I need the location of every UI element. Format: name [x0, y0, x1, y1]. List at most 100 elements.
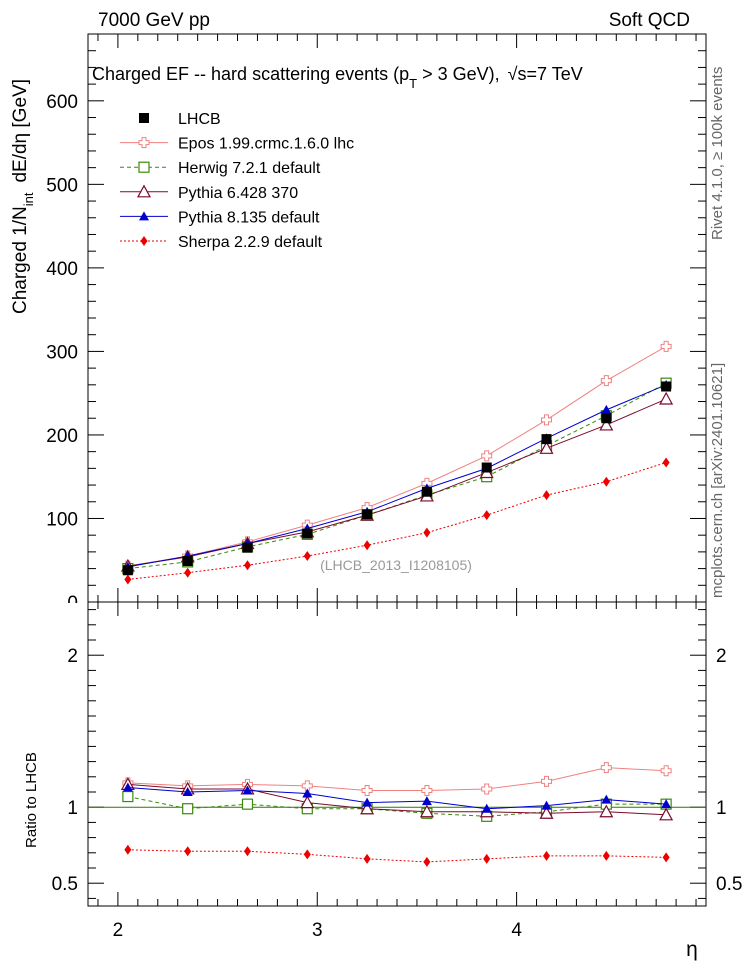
header-left: 7000 GeV pp [98, 10, 210, 31]
marker-triangle-open [659, 807, 674, 821]
side-label-top: Rivet 4.1.0, ≥ 100k events [709, 67, 726, 240]
marker-diamond [303, 551, 311, 562]
marker-diamond [602, 850, 610, 861]
marker-triangle [242, 785, 253, 795]
marker-triangle-open [539, 441, 554, 454]
series-line [127, 384, 667, 568]
marker-square-open [138, 161, 150, 173]
series-2 [122, 377, 672, 575]
marker-square [139, 113, 149, 123]
side-label-bottom: mcplots.cern.ch [arXiv:2401.10621] [709, 363, 726, 598]
ratio-tick-label: 2 [716, 646, 727, 667]
marker-diamond [543, 850, 551, 861]
marker-square [182, 556, 193, 567]
y-tick-label: 200 [46, 426, 78, 447]
marker-triangle [421, 796, 432, 806]
marker-triangle [122, 782, 133, 792]
series-line [127, 398, 667, 567]
analysis-watermark: (LHCB_2013_I1208105) [320, 557, 472, 573]
marker-cross-open [600, 762, 612, 774]
marker-diamond [243, 846, 251, 857]
marker-cross-open [481, 450, 493, 462]
marker-triangle-open [300, 795, 315, 809]
x-tick-label: 3 [312, 920, 323, 941]
series-line [127, 382, 667, 570]
marker-diamond [243, 560, 251, 571]
ratio-y-axis-label: Ratio to LHCB [23, 752, 40, 848]
legend-item: LHCB [139, 111, 221, 128]
marker-diamond [483, 853, 491, 864]
marker-cross-open [600, 375, 612, 387]
marker-cross-open [660, 765, 672, 777]
legend-label: Pythia 6.428 370 [178, 185, 298, 202]
marker-square [362, 509, 373, 520]
marker-diamond [483, 510, 491, 521]
marker-diamond [662, 457, 670, 468]
marker-cross-open [301, 780, 313, 792]
ratio-tick-label: 2 [67, 646, 78, 667]
marker-diamond [184, 846, 192, 857]
marker-cross-open [138, 137, 150, 149]
marker-square [421, 486, 432, 497]
marker-diamond [303, 849, 311, 860]
y-axis-label: Charged 1/NintdE/dη [GeV] [10, 79, 36, 314]
series-1 [122, 340, 672, 572]
marker-triangle [139, 211, 149, 221]
marker-triangle-open [419, 804, 434, 818]
x-tick-label: 4 [511, 920, 522, 941]
marker-square-open [241, 798, 254, 810]
marker-diamond [124, 844, 132, 855]
ratio-series-2 [120, 777, 674, 821]
marker-diamond [662, 852, 670, 863]
main-series [120, 340, 674, 585]
series-4 [122, 379, 672, 571]
y-tick-label: 300 [46, 342, 78, 363]
ratio-tick-label: 0.5 [52, 874, 78, 895]
legend-item: Epos 1.99.crmc.1.6.0 lhc [120, 136, 354, 153]
marker-diamond [423, 856, 431, 867]
marker-triangle-open [360, 801, 375, 815]
ratio-tick-label: 1 [716, 798, 727, 819]
marker-triangle-open [659, 391, 674, 405]
marker-triangle [541, 800, 552, 810]
legend-label: Sherpa 2.2.9 default [178, 234, 323, 251]
ratio-series-1 [122, 790, 672, 822]
marker-square [242, 542, 253, 553]
ratio-line [127, 767, 667, 791]
marker-square [302, 528, 313, 539]
marker-triangle-open [599, 804, 614, 818]
x-axis-label: η [686, 938, 698, 961]
series-5 [124, 457, 670, 585]
marker-square [541, 434, 552, 445]
legend-item: Pythia 6.428 370 [120, 184, 298, 202]
ratio-tick-label: 0.5 [716, 874, 742, 895]
marker-cross-open [660, 340, 672, 352]
marker-square [122, 565, 133, 576]
marker-square [661, 381, 672, 392]
ratio-line [127, 849, 667, 863]
marker-cross-open [541, 414, 553, 426]
y-tick-label: 500 [46, 175, 78, 196]
ratio-line [127, 783, 667, 816]
marker-square [481, 462, 492, 473]
ratio-line [127, 786, 667, 810]
x-tick-label: 2 [113, 920, 124, 941]
marker-cross-open [421, 784, 433, 796]
series-3 [120, 391, 674, 572]
legend-item: Herwig 7.2.1 default [120, 160, 321, 177]
series-line [127, 462, 667, 580]
ratio-series-0 [122, 762, 672, 796]
ratio-tick-label: 1 [67, 798, 78, 819]
marker-diamond [140, 236, 148, 246]
legend-label: Epos 1.99.crmc.1.6.0 lhc [178, 136, 354, 153]
y-tick-label: 600 [46, 92, 78, 113]
y-tick-label: 400 [46, 259, 78, 280]
marker-diamond [184, 567, 192, 578]
marker-cross-open [541, 775, 553, 787]
y-tick-label: 100 [46, 509, 78, 530]
marker-cross-open [361, 784, 373, 796]
chart-title: Charged EF -- hard scattering events (pT… [92, 64, 583, 91]
legend: LHCB Epos 1.99.crmc.1.6.0 lhc Herwig 7.2.1… [120, 111, 354, 251]
